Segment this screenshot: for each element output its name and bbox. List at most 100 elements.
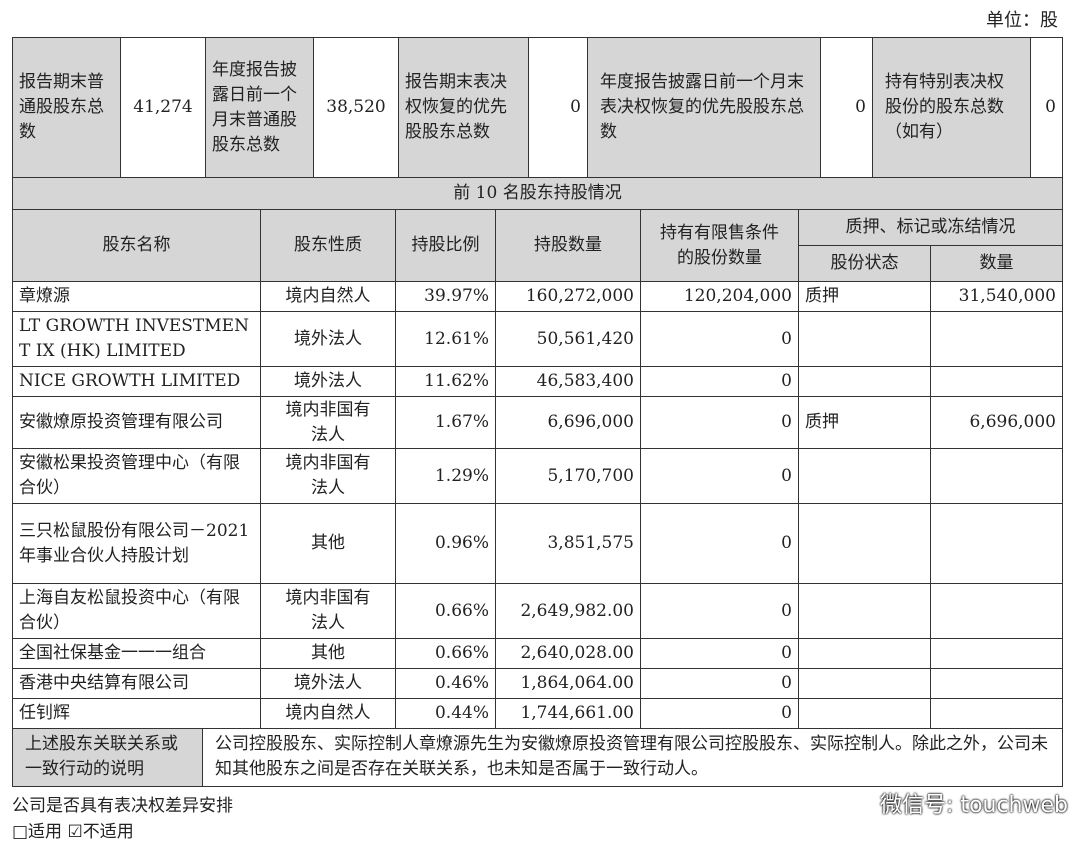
special-voting-label: 持有特别表决权股份的股东总数（如有） [872, 36, 1031, 179]
cell-name: 全国社保基金一一一组合 [12, 638, 261, 669]
prev-month-pref-label: 年度报告披露日前一个月末表决权恢复的优先股股东总数 [587, 36, 821, 179]
cell-amount [930, 503, 1063, 584]
cell-restricted: 0 [640, 311, 799, 367]
cell-quantity: 46,583,400 [495, 366, 641, 397]
prev-month-common-value: 38,520 [313, 36, 399, 179]
table-row: 安徽松果投资管理中心（有限合伙） 境内非国有法人 1.29% 5,170,700 0 [12, 448, 1063, 504]
shareholder-summary-table: 报告期末普通股股东总数 41,274 年度报告披露日前一个月末普通股股东总数 3… [12, 36, 1063, 179]
cell-restricted: 0 [640, 583, 799, 639]
cell-quantity: 6,696,000 [495, 396, 641, 449]
cell-nature: 境内非国有法人 [260, 583, 396, 639]
relation-text: 公司控股股东、实际控制人章燎源先生为安徽燎原投资管理有限公司控股股东、实际控制人… [202, 727, 1063, 787]
cell-name: 章燎源 [12, 281, 261, 312]
table-row: 安徽燎原投资管理有限公司 境内非国有法人 1.67% 6,696,000 0 质押 6,69… [12, 396, 1063, 449]
header-name: 股东名称 [12, 209, 261, 282]
cell-quantity: 3,851,575 [495, 503, 641, 584]
table-row: NICE GROWTH LIMITED 境外法人 11.62% 46,583,400 0 [12, 366, 1063, 397]
watermark: 微信号: touchweb [880, 792, 1068, 818]
cell-status [798, 366, 931, 397]
cell-ratio: 0.44% [395, 698, 496, 729]
voting-diff-line: 公司是否具有表决权差异安排 微信号: touchweb [0, 787, 1080, 819]
cell-ratio: 39.97% [395, 281, 496, 312]
header-ratio: 持股比例 [395, 209, 496, 282]
header-amount: 数量 [930, 245, 1063, 282]
table-row: 任钊辉 境内自然人 0.44% 1,744,661.00 0 [12, 698, 1063, 729]
cell-quantity: 1,864,064.00 [495, 668, 641, 699]
cell-amount [930, 448, 1063, 504]
special-voting-value: 0 [1030, 36, 1063, 179]
cell-status: 质押 [798, 396, 931, 449]
cell-status [798, 503, 931, 584]
prev-month-common-label: 年度报告披露日前一个月末普通股股东总数 [205, 36, 314, 179]
cell-ratio: 0.96% [395, 503, 496, 584]
cell-restricted: 0 [640, 698, 799, 729]
cell-amount [930, 638, 1063, 669]
cell-quantity: 50,561,420 [495, 311, 641, 367]
unit-label: 单位：股 [986, 10, 1058, 31]
cell-name: 任钊辉 [12, 698, 261, 729]
cell-restricted: 0 [640, 638, 799, 669]
relation-label: 上述股东关联关系或一致行动的说明 [12, 727, 203, 787]
cell-restricted: 0 [640, 668, 799, 699]
cell-restricted: 120,204,000 [640, 281, 799, 312]
cell-amount [930, 583, 1063, 639]
cell-amount: 31,540,000 [930, 281, 1063, 312]
table-row: 章燎源 境内自然人 39.97% 160,272,000 120,204,000 质押 31… [12, 281, 1063, 312]
cell-status [798, 311, 931, 367]
cell-nature: 境内非国有法人 [260, 448, 396, 504]
cell-name: NICE GROWTH LIMITED [12, 366, 261, 397]
table-row: 全国社保基金一一一组合 其他 0.66% 2,640,028.00 0 [12, 638, 1063, 669]
cell-nature: 其他 [260, 503, 396, 584]
cell-nature: 境外法人 [260, 311, 396, 367]
cell-name: LT GROWTH INVESTMENT IX (HK) LIMITED [12, 311, 261, 367]
table-row: 香港中央结算有限公司 境外法人 0.46% 1,864,064.00 0 [12, 668, 1063, 699]
cell-restricted: 0 [640, 448, 799, 504]
pref-restored-label: 报告期末表决权恢复的优先股股东总数 [398, 36, 529, 179]
cell-name: 上海自友松鼠投资中心（有限合伙） [12, 583, 261, 639]
cell-ratio: 12.61% [395, 311, 496, 367]
header-quantity: 持股数量 [495, 209, 641, 282]
top10-shareholders-table: 前 10 名股东持股情况 股东名称 股东性质 持股比例 持股数量 持有有限售条件… [12, 177, 1063, 729]
voting-diff-label: 公司是否具有表决权差异安排 [12, 795, 233, 816]
cell-amount [930, 698, 1063, 729]
cell-quantity: 2,640,028.00 [495, 638, 641, 669]
total-common-label: 报告期末普通股股东总数 [12, 36, 121, 179]
pref-restored-value: 0 [528, 36, 588, 179]
cell-ratio: 0.46% [395, 668, 496, 699]
cell-ratio: 1.29% [395, 448, 496, 504]
header-restricted: 持有有限售条件的股份数量 [640, 209, 799, 282]
cell-amount [930, 668, 1063, 699]
cell-status [798, 583, 931, 639]
cell-nature: 境内自然人 [260, 281, 396, 312]
applicable-checkboxes: □适用 ☑不适用 [12, 821, 134, 842]
cell-ratio: 0.66% [395, 583, 496, 639]
cell-amount: 6,696,000 [930, 396, 1063, 449]
cell-restricted: 0 [640, 503, 799, 584]
cell-nature: 境内非国有法人 [260, 396, 396, 449]
cell-quantity: 1,744,661.00 [495, 698, 641, 729]
document: 单位：股 报告期末普通股股东总数 41,274 年度报告披露日前一个月末普通股股… [12, 10, 1063, 787]
cell-quantity: 5,170,700 [495, 448, 641, 504]
cell-quantity: 160,272,000 [495, 281, 641, 312]
table-row: LT GROWTH INVESTMENT IX (HK) LIMITED 境外法人… [12, 311, 1063, 367]
cell-nature: 境内自然人 [260, 698, 396, 729]
prev-month-pref-value: 0 [820, 36, 873, 179]
cell-amount [930, 366, 1063, 397]
cell-name: 安徽松果投资管理中心（有限合伙） [12, 448, 261, 504]
cell-nature: 境外法人 [260, 668, 396, 699]
table-row: 三只松鼠股份有限公司－2021 年事业合伙人持股计划 其他 0.96% 3,851,5… [12, 503, 1063, 584]
cell-quantity: 2,649,982.00 [495, 583, 641, 639]
cell-status [798, 448, 931, 504]
total-common-value: 41,274 [120, 36, 206, 179]
cell-name: 安徽燎原投资管理有限公司 [12, 396, 261, 449]
cell-ratio: 0.66% [395, 638, 496, 669]
cell-status: 质押 [798, 281, 931, 312]
cell-name: 香港中央结算有限公司 [12, 668, 261, 699]
section-title: 前 10 名股东持股情况 [12, 177, 1063, 210]
cell-restricted: 0 [640, 366, 799, 397]
header-status: 股份状态 [798, 245, 931, 282]
cell-restricted: 0 [640, 396, 799, 449]
cell-status [798, 698, 931, 729]
cell-status [798, 638, 931, 669]
cell-status [798, 668, 931, 699]
